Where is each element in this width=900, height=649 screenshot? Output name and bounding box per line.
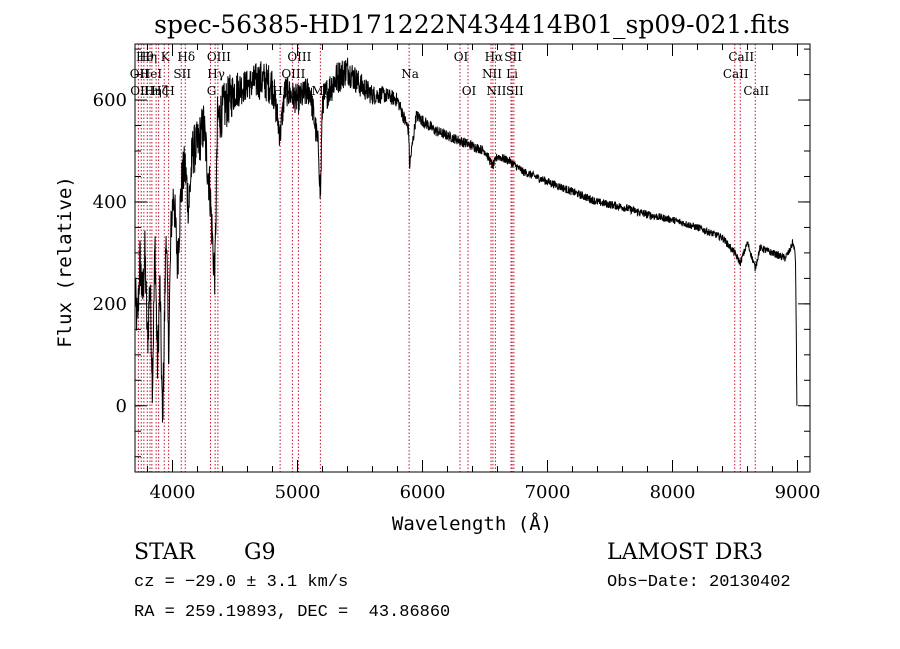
- chart-title: spec-56385-HD171222N434414B01_sp09-021.f…: [154, 10, 790, 39]
- y-axis-label: Flux (relative): [54, 176, 76, 348]
- x-tick-label-1: 5000: [275, 482, 321, 503]
- line-label-5: Hη: [144, 84, 162, 98]
- line-label-25: Li: [506, 67, 518, 81]
- line-label-13: Hγ: [207, 67, 225, 81]
- x-tick-label-5: 9000: [775, 482, 821, 503]
- spectrum-series-flux: [134, 57, 798, 423]
- line-label-20: OI: [454, 50, 469, 64]
- line-label-2: Hθ: [136, 50, 154, 64]
- line-label-26: SII: [504, 50, 522, 64]
- line-label-23: Hα: [485, 50, 504, 64]
- coordinates: RA = 259.19893, DEC = 43.86860: [134, 603, 451, 622]
- line-label-10: SII: [173, 67, 191, 81]
- line-label-7: Hζ: [151, 84, 168, 98]
- object-subclass: G9: [244, 540, 276, 565]
- object-class: STAR: [134, 540, 195, 565]
- obs-date: Obs−Date: 20130402: [607, 573, 791, 592]
- line-label-3: Hη: [139, 50, 157, 64]
- x-tick-label-3: 7000: [525, 482, 571, 503]
- survey-name: LAMOST DR3: [607, 540, 763, 565]
- line-label-14: OIII: [207, 50, 231, 64]
- line-label-24: NII: [486, 84, 506, 98]
- y-tick-label-3: 600: [93, 90, 127, 111]
- line-label-0: OII: [130, 67, 150, 81]
- line-label-15: Hβ: [272, 84, 289, 98]
- line-label-27: SII: [506, 84, 524, 98]
- y-tick-label-2: 400: [93, 192, 127, 213]
- redshift-readout: cz = −29.0 ± 3.1 km/s: [134, 573, 349, 592]
- line-label-11: Hδ: [177, 50, 195, 64]
- line-label-30: CaII: [743, 84, 769, 98]
- line-label-8: K: [161, 50, 171, 64]
- plot-frame: [134, 43, 811, 473]
- line-label-4: HeI: [140, 67, 163, 81]
- line-label-16: OIII: [281, 67, 305, 81]
- line-label-17: OIII: [287, 50, 311, 64]
- y-tick-label-0: 0: [116, 396, 127, 417]
- line-label-21: OI: [462, 84, 477, 98]
- x-axis-label: Wavelength (Å): [392, 512, 552, 535]
- y-tick-label-1: 200: [93, 294, 127, 315]
- x-tick-label-2: 6000: [400, 482, 446, 503]
- line-label-22: NII: [482, 67, 502, 81]
- line-label-18: Mg: [311, 84, 331, 98]
- line-label-28: CaII: [723, 67, 749, 81]
- x-tick-label-4: 8000: [650, 482, 696, 503]
- line-label-19: Na: [401, 67, 419, 81]
- spectral-line-labels: OIIOIIIHθHηHeIHηHζKHSIIHδGHγOIIIHβOIIIOI…: [130, 50, 770, 98]
- line-label-9: H: [164, 84, 174, 98]
- x-tick-label-0: 4000: [150, 482, 196, 503]
- line-label-12: G: [207, 84, 217, 98]
- line-label-1: OIII: [130, 84, 154, 98]
- line-label-29: CaII: [728, 50, 754, 64]
- axis-ticks: 4000 5000 6000 7000 8000 9000 0 200 400 600: [93, 44, 821, 503]
